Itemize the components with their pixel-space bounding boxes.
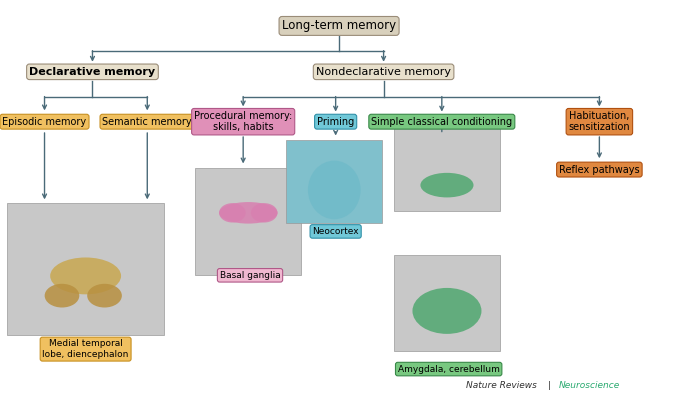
Ellipse shape bbox=[87, 284, 122, 308]
Text: Episodic memory: Episodic memory bbox=[3, 117, 86, 127]
Ellipse shape bbox=[251, 203, 277, 223]
Text: Habituation,
sensitization: Habituation, sensitization bbox=[569, 111, 630, 132]
FancyBboxPatch shape bbox=[195, 168, 301, 275]
Text: Amygdala, cerebellum: Amygdala, cerebellum bbox=[398, 365, 499, 373]
Text: Procedural memory:
skills, habits: Procedural memory: skills, habits bbox=[194, 111, 292, 132]
Ellipse shape bbox=[412, 288, 482, 334]
FancyBboxPatch shape bbox=[394, 255, 500, 351]
Text: Declarative memory: Declarative memory bbox=[29, 67, 155, 77]
FancyBboxPatch shape bbox=[286, 140, 382, 223]
Text: Simple classical conditioning: Simple classical conditioning bbox=[371, 117, 512, 127]
Text: Reflex pathways: Reflex pathways bbox=[559, 164, 640, 175]
Ellipse shape bbox=[421, 173, 473, 198]
Text: Basal ganglia: Basal ganglia bbox=[220, 271, 280, 280]
Text: Nondeclarative memory: Nondeclarative memory bbox=[316, 67, 451, 77]
Ellipse shape bbox=[45, 284, 79, 308]
Ellipse shape bbox=[308, 160, 360, 219]
Text: Neuroscience: Neuroscience bbox=[558, 381, 619, 390]
Ellipse shape bbox=[219, 202, 277, 223]
Text: Medial temporal
lobe, diencephalon: Medial temporal lobe, diencephalon bbox=[42, 340, 129, 359]
FancyBboxPatch shape bbox=[7, 203, 164, 335]
Ellipse shape bbox=[219, 203, 246, 223]
Text: |: | bbox=[545, 381, 553, 390]
Ellipse shape bbox=[50, 257, 121, 294]
Text: Semantic memory: Semantic memory bbox=[103, 117, 192, 127]
Text: Neocortex: Neocortex bbox=[312, 227, 359, 236]
Text: Nature Reviews: Nature Reviews bbox=[466, 381, 536, 390]
Text: Long-term memory: Long-term memory bbox=[282, 20, 396, 32]
FancyBboxPatch shape bbox=[394, 124, 500, 211]
Text: Priming: Priming bbox=[317, 117, 354, 127]
